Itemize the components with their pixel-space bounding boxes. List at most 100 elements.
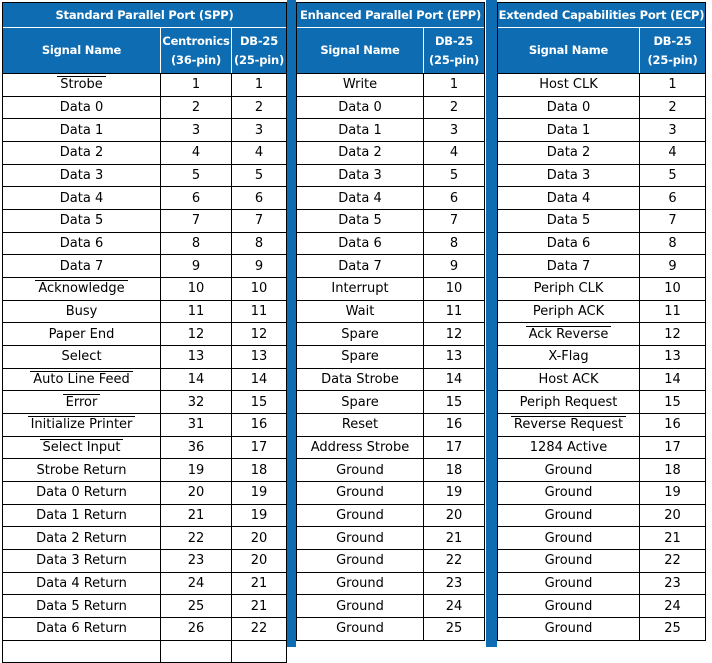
table-row: Data 0 2 [297,95,484,119]
pin-number-cell: 8 [160,232,231,255]
pin-number-cell: 5 [639,164,705,187]
epp-table-body: Write 1 Data 0 2 Data 1 3 Data 2 4 Data 3 5 Data 4… [297,73,484,640]
pin-number-cell: 9 [639,255,705,278]
pin-number-cell: 5 [160,164,231,187]
ecp-column-header-row: Signal Name DB-25 (25-pin) [498,27,705,73]
pin-number-cell: 3 [639,119,705,142]
signal-name-cell: Data 3 Return [36,553,127,569]
pin-number-cell: 9 [231,255,286,278]
pin-number-cell: 17 [423,436,484,459]
pin-number-cell: 5 [423,164,484,187]
table-row: Data 1 3 [297,118,484,142]
pin-number-cell: 20 [160,482,231,504]
signal-name-cell: Host CLK [539,77,598,93]
pin-number-cell: 4 [423,142,484,164]
signal-name-cell: Ground [544,485,593,501]
table-row: Periph ACK 11 [498,299,705,323]
pin-number-cell: 10 [231,278,286,300]
signal-name-cell: Wait [345,304,375,320]
pin-number-cell: 32 [160,391,231,414]
spp-table-title: Standard Parallel Port (SPP) [3,3,286,27]
signal-name-cell: Data 5 [59,213,104,229]
signal-name-cell: Select [61,349,102,365]
signal-name-cell: Data 0 [59,100,104,115]
pin-number-cell: 19 [160,459,231,482]
pin-number-cell: 3 [160,119,231,142]
table-row: Data 6 8 [297,231,484,255]
pin-number-cell: 15 [423,391,484,414]
pin-number-cell: 24 [639,595,705,618]
pin-number-cell: 12 [160,323,231,346]
pin-number-cell: 20 [639,504,705,527]
table-row: Ground 24 [498,594,705,618]
pin-number-cell: 14 [639,368,705,391]
table-row: Data Strobe 14 [297,367,484,391]
column-header-centronics: Centronics (36-pin) [160,28,231,73]
pin-number-cell: 21 [231,595,286,618]
table-separator-bar [486,0,497,647]
pin-number-cell: 2 [231,96,286,119]
signal-name-cell: Data 2 [546,145,591,161]
table-row: Ground 21 [297,526,484,550]
table-row: Data 6 Return 26 22 [3,617,286,640]
signal-name-cell: Write [342,77,378,93]
pin-number-cell: 1 [423,74,484,96]
table-row: Host ACK 14 [498,367,705,391]
signal-name-cell: Data 4 Return [36,576,127,592]
ecp-pinout-table: Extended Capabilities Port (ECP) Signal … [497,2,706,641]
pin-number-cell: 36 [160,436,231,459]
signal-name-cell: Interrupt [331,281,389,297]
signal-name-cell: Ground [336,485,384,501]
pin-number-cell: 7 [160,210,231,232]
pin-number-cell: 8 [423,232,484,255]
table-row: Error 32 15 [3,390,286,414]
signal-name-cell: Busy [65,304,98,320]
pin-number-cell: 24 [160,572,231,595]
signal-name-cell: Data 7 [546,258,591,274]
pin-number-cell: 6 [639,187,705,210]
signal-name-cell: Data 6 Return [36,621,127,637]
pin-number-cell: 18 [231,459,286,482]
table-row: Data 6 8 [498,231,705,255]
signal-name-cell: Data 3 [59,168,104,184]
signal-name-cell: Data 6 [59,236,104,252]
signal-name-cell: Data 3 [338,168,382,184]
signal-name-cell: Periph CLK [533,281,604,297]
table-row: Data 4 Return 24 21 [3,571,286,595]
signal-name-cell: Ground [544,598,593,614]
signal-name-cell: Select Input [3,437,160,459]
pin-number-cell: 31 [160,414,231,436]
pin-number-cell: 22 [231,618,286,640]
pin-number-cell: 20 [231,527,286,550]
table-row: Strobe Return 19 18 [3,458,286,482]
table-row: Data 2 Return 22 20 [3,526,286,550]
table-row: Auto Line Feed 14 14 [3,367,286,391]
column-header-signal-name: Signal Name [528,43,609,58]
pin-number-cell: 12 [231,323,286,346]
column-header-signal-name: Signal Name [41,43,122,58]
signal-name-cell: Reverse Request [498,414,639,436]
pin-number-cell: 25 [423,618,484,640]
signal-name-cell: Data Strobe [321,372,399,388]
pin-number-cell: 2 [423,96,484,119]
signal-name-cell: Ack Reverse [498,323,639,345]
signal-name-cell: Ground [336,530,384,546]
epp-column-header-row: Signal Name DB-25 (25-pin) [297,27,484,73]
table-row: Reverse Request 16 [498,413,705,436]
pin-number-cell: 21 [160,504,231,527]
table-row: Ground 21 [498,526,705,550]
pin-number-cell: 19 [423,482,484,504]
signal-name-cell: Data 5 [546,213,591,229]
pin-number-cell: 23 [639,572,705,595]
pin-number-cell: 10 [423,278,484,300]
signal-name-cell: Initialize Printer [3,414,160,436]
signal-name-cell: Ground [544,553,593,569]
ecp-table-body: Host CLK 1 Data 0 2 Data 1 3 Data 2 4 Data 3 5 Dat… [498,73,705,640]
signal-name-cell: Data 0 [338,100,382,115]
pin-number-cell: 10 [639,278,705,300]
signal-name-cell: 1284 Active [529,440,608,456]
